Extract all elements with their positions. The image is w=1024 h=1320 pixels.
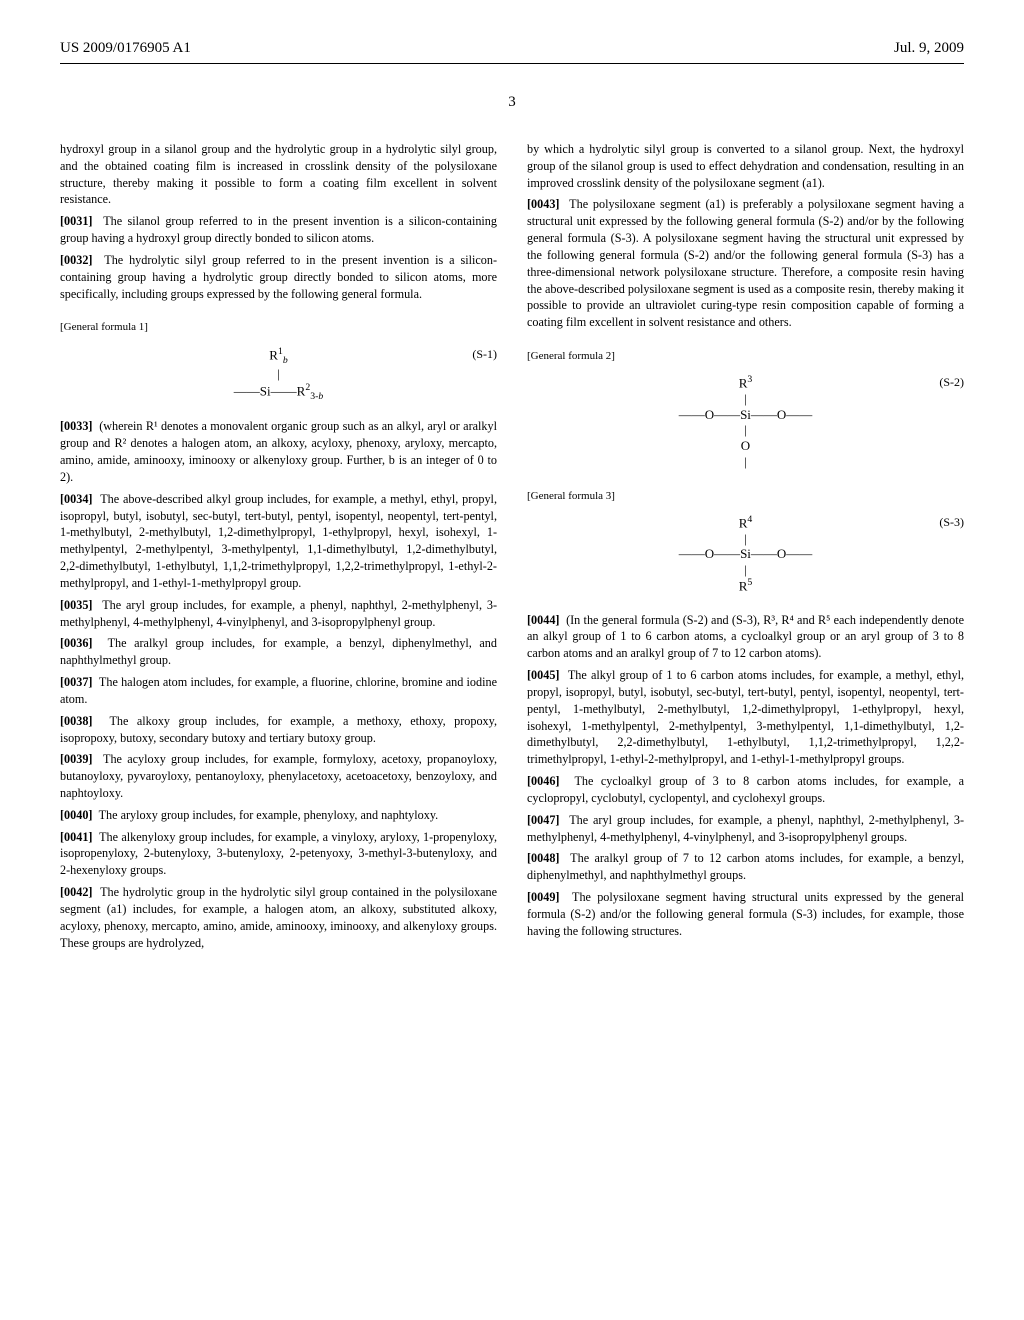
para-0046: [0046] The cycloalkyl group of 3 to 8 ca… [527,773,964,807]
para-text-0048: The aralkyl group of 7 to 12 carbon atom… [527,851,964,882]
formula-s2-number: (S-2) [939,374,964,391]
para-0042: [0042] The hydrolytic group in the hydro… [60,884,497,951]
header-left: US 2009/0176905 A1 [60,40,191,57]
para-0043: [0043] The polysiloxane segment (a1) is … [527,196,964,331]
formula-s3-structure: R4 | ——O——Si——O—— | R5 [679,514,813,595]
para-0036: [0036] The aralkyl group includes, for e… [60,635,497,669]
para-num-0036: [0036] [60,636,93,650]
para-text-0035: The aryl group includes, for example, a … [60,598,497,629]
para-num-0032: [0032] [60,253,93,267]
para-num-0040: [0040] [60,808,93,822]
para-num-0034: [0034] [60,492,93,506]
para-text-0039: The acyloxy group includes, for example,… [60,752,497,800]
para-0041: [0041] The alkenyloxy group includes, fo… [60,829,497,879]
para-num-0041: [0041] [60,830,93,844]
para-text-0036: The aralkyl group includes, for example,… [60,636,497,667]
para-text-0049: The polysiloxane segment having structur… [527,890,964,938]
para-text-0042: The hydrolytic group in the hydrolytic s… [60,885,497,949]
para-num-0031: [0031] [60,214,93,228]
para-num-0042: [0042] [60,885,93,899]
para-0030-cont: hydroxyl group in a silanol group and th… [60,141,497,208]
formula-s1-number: (S-1) [472,346,497,363]
formula-s1-structure: R1b | ——Si——R23-b [234,346,323,403]
para-0049: [0049] The polysiloxane segment having s… [527,889,964,939]
page-header: US 2009/0176905 A1 Jul. 9, 2009 [60,40,964,64]
para-0032: [0032] The hydrolytic silyl group referr… [60,252,497,302]
para-0047: [0047] The aryl group includes, for exam… [527,812,964,846]
para-num-0033: [0033] [60,419,93,433]
para-num-0038: [0038] [60,714,93,728]
para-num-0049: [0049] [527,890,560,904]
para-0042-cont: by which a hydrolytic silyl group is con… [527,141,964,191]
right-column: by which a hydrolytic silyl group is con… [527,141,964,956]
para-0033: [0033] (wherein R¹ denotes a monovalent … [60,418,497,485]
para-text-0043: The polysiloxane segment (a1) is prefera… [527,197,964,329]
para-num-0047: [0047] [527,813,560,827]
para-0040: [0040] The aryloxy group includes, for e… [60,807,497,824]
para-text-0038: The alkoxy group includes, for example, … [60,714,497,745]
formula-s3-number: (S-3) [939,514,964,531]
left-column: hydroxyl group in a silanol group and th… [60,141,497,956]
para-num-0037: [0037] [60,675,93,689]
para-0048: [0048] The aralkyl group of 7 to 12 carb… [527,850,964,884]
header-right: Jul. 9, 2009 [894,40,964,57]
para-0044: [0044] (In the general formula (S-2) and… [527,612,964,662]
para-0034: [0034] The above-described alkyl group i… [60,491,497,592]
para-num-0046: [0046] [527,774,560,788]
para-num-0043: [0043] [527,197,560,211]
para-text-0034: The above-described alkyl group includes… [60,492,497,590]
formula-s2-structure: R3 | ——O——Si——O—— | O | [679,374,813,469]
content-columns: hydroxyl group in a silanol group and th… [60,141,964,956]
para-0039: [0039] The acyloxy group includes, for e… [60,751,497,801]
para-0045: [0045] The alkyl group of 1 to 6 carbon … [527,667,964,768]
para-0038: [0038] The alkoxy group includes, for ex… [60,713,497,747]
general-formula-2-label: [General formula 2] [527,349,964,364]
para-text-0037: The halogen atom includes, for example, … [60,675,497,706]
para-text-0044: (In the general formula (S-2) and (S-3),… [527,613,964,661]
general-formula-1-label: [General formula 1] [60,320,497,335]
para-text-0032: The hydrolytic silyl group referred to i… [60,253,497,301]
para-text-0045: The alkyl group of 1 to 6 carbon atoms i… [527,668,964,766]
para-num-0039: [0039] [60,752,93,766]
para-0037: [0037] The halogen atom includes, for ex… [60,674,497,708]
para-text-0041: The alkenyloxy group includes, for examp… [60,830,497,878]
para-text-0047: The aryl group includes, for example, a … [527,813,964,844]
formula-s1: (S-1) R1b | ——Si——R23-b [60,346,497,403]
para-text-0040: The aryloxy group includes, for example,… [99,808,439,822]
formula-s2: (S-2) R3 | ——O——Si——O—— | O | [527,374,964,470]
formula-s3: (S-3) R4 | ——O——Si——O—— | R5 [527,514,964,596]
para-num-0048: [0048] [527,851,560,865]
para-0031: [0031] The silanol group referred to in … [60,213,497,247]
para-num-0044: [0044] [527,613,560,627]
para-text-0033: (wherein R¹ denotes a monovalent organic… [60,419,497,483]
page-number: 3 [60,94,964,111]
para-0035: [0035] The aryl group includes, for exam… [60,597,497,631]
para-text-0046: The cycloalkyl group of 3 to 8 carbon at… [527,774,964,805]
general-formula-3-label: [General formula 3] [527,489,964,504]
para-num-0045: [0045] [527,668,560,682]
para-text-0031: The silanol group referred to in the pre… [60,214,497,245]
para-num-0035: [0035] [60,598,93,612]
